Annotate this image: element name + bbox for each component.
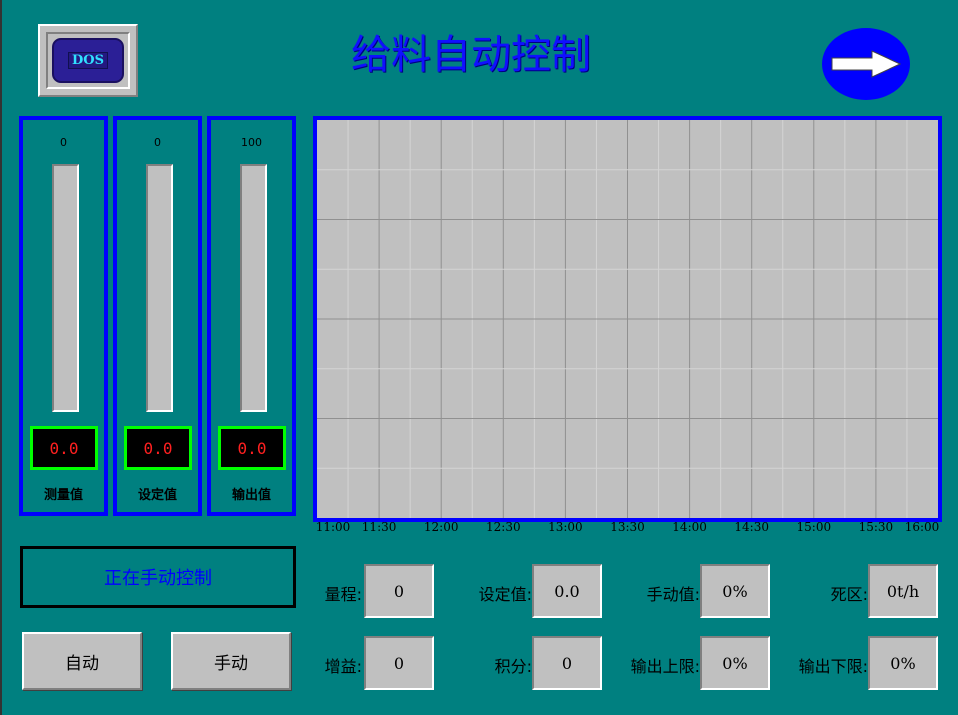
auto-button[interactable]: 自动 <box>22 632 142 690</box>
output-high-limit-label: 输出上限: <box>630 657 700 676</box>
arrow-right-icon <box>831 50 902 78</box>
x-tick-label: 11:00 <box>315 520 351 534</box>
gauge-scale-top: 0 <box>154 136 161 149</box>
dos-button[interactable]: DOS <box>38 24 138 97</box>
gauge-measured: 0 0.0 测量值 <box>19 116 108 516</box>
gauge-output: 100 0.0 输出值 <box>207 116 296 516</box>
chart-grid <box>317 120 938 518</box>
x-tick-label: 14:00 <box>672 520 707 534</box>
gauge-readout: 0.0 <box>218 426 286 470</box>
page-title: 给料自动控制 <box>351 32 591 78</box>
deadband-label: 死区: <box>830 585 868 604</box>
gauge-readout: 0.0 <box>124 426 192 470</box>
integral-label: 积分: <box>494 657 532 676</box>
gain-label: 增益: <box>324 657 362 676</box>
setpoint-label: 设定值: <box>478 585 532 604</box>
output-low-limit-label: 输出下限: <box>798 657 868 676</box>
gauge-bar <box>52 164 79 412</box>
x-tick-label: 15:30 <box>858 520 894 534</box>
gain-input[interactable]: 0 <box>364 636 434 690</box>
gauge-scale-top: 100 <box>241 136 262 149</box>
x-tick-label: 12:30 <box>486 520 521 534</box>
gauge-readout: 0.0 <box>30 426 98 470</box>
x-tick-label: 11:30 <box>361 520 397 534</box>
x-tick-label: 12:00 <box>423 520 459 534</box>
deadband-input[interactable]: 0t/h <box>868 564 938 618</box>
gauge-setpoint: 0 0.0 设定值 <box>113 116 202 516</box>
chart-x-axis: 11:00 11:30 12:00 12:30 13:00 13:30 14:00 14:30… <box>313 520 942 538</box>
manual-button[interactable]: 手动 <box>171 632 291 690</box>
gauge-label: 输出值 <box>231 488 271 503</box>
trend-chart <box>313 116 942 522</box>
gauge-scale-top: 0 <box>60 136 67 149</box>
dos-label: DOS <box>68 52 108 69</box>
output-low-limit-input[interactable]: 0% <box>868 636 938 690</box>
gauge-label: 测量值 <box>43 488 83 503</box>
range-input[interactable]: 0 <box>364 564 434 618</box>
manual-value-label: 手动值: <box>646 585 700 604</box>
integral-input[interactable]: 0 <box>532 636 602 690</box>
range-label: 量程: <box>324 585 362 604</box>
x-tick-label: 14:30 <box>734 520 769 534</box>
x-tick-label: 13:00 <box>548 520 583 534</box>
x-tick-label: 16:00 <box>904 520 940 534</box>
x-tick-label: 13:30 <box>610 520 645 534</box>
control-status: 正在手动控制 <box>20 546 296 608</box>
setpoint-input[interactable]: 0.0 <box>532 564 602 618</box>
manual-value-input[interactable]: 0% <box>700 564 770 618</box>
x-tick-label: 15:00 <box>796 520 832 534</box>
gauge-bar <box>240 164 267 412</box>
gauge-bar <box>146 164 173 412</box>
next-page-button[interactable] <box>822 28 910 100</box>
gauge-label: 设定值 <box>137 488 177 503</box>
output-high-limit-input[interactable]: 0% <box>700 636 770 690</box>
